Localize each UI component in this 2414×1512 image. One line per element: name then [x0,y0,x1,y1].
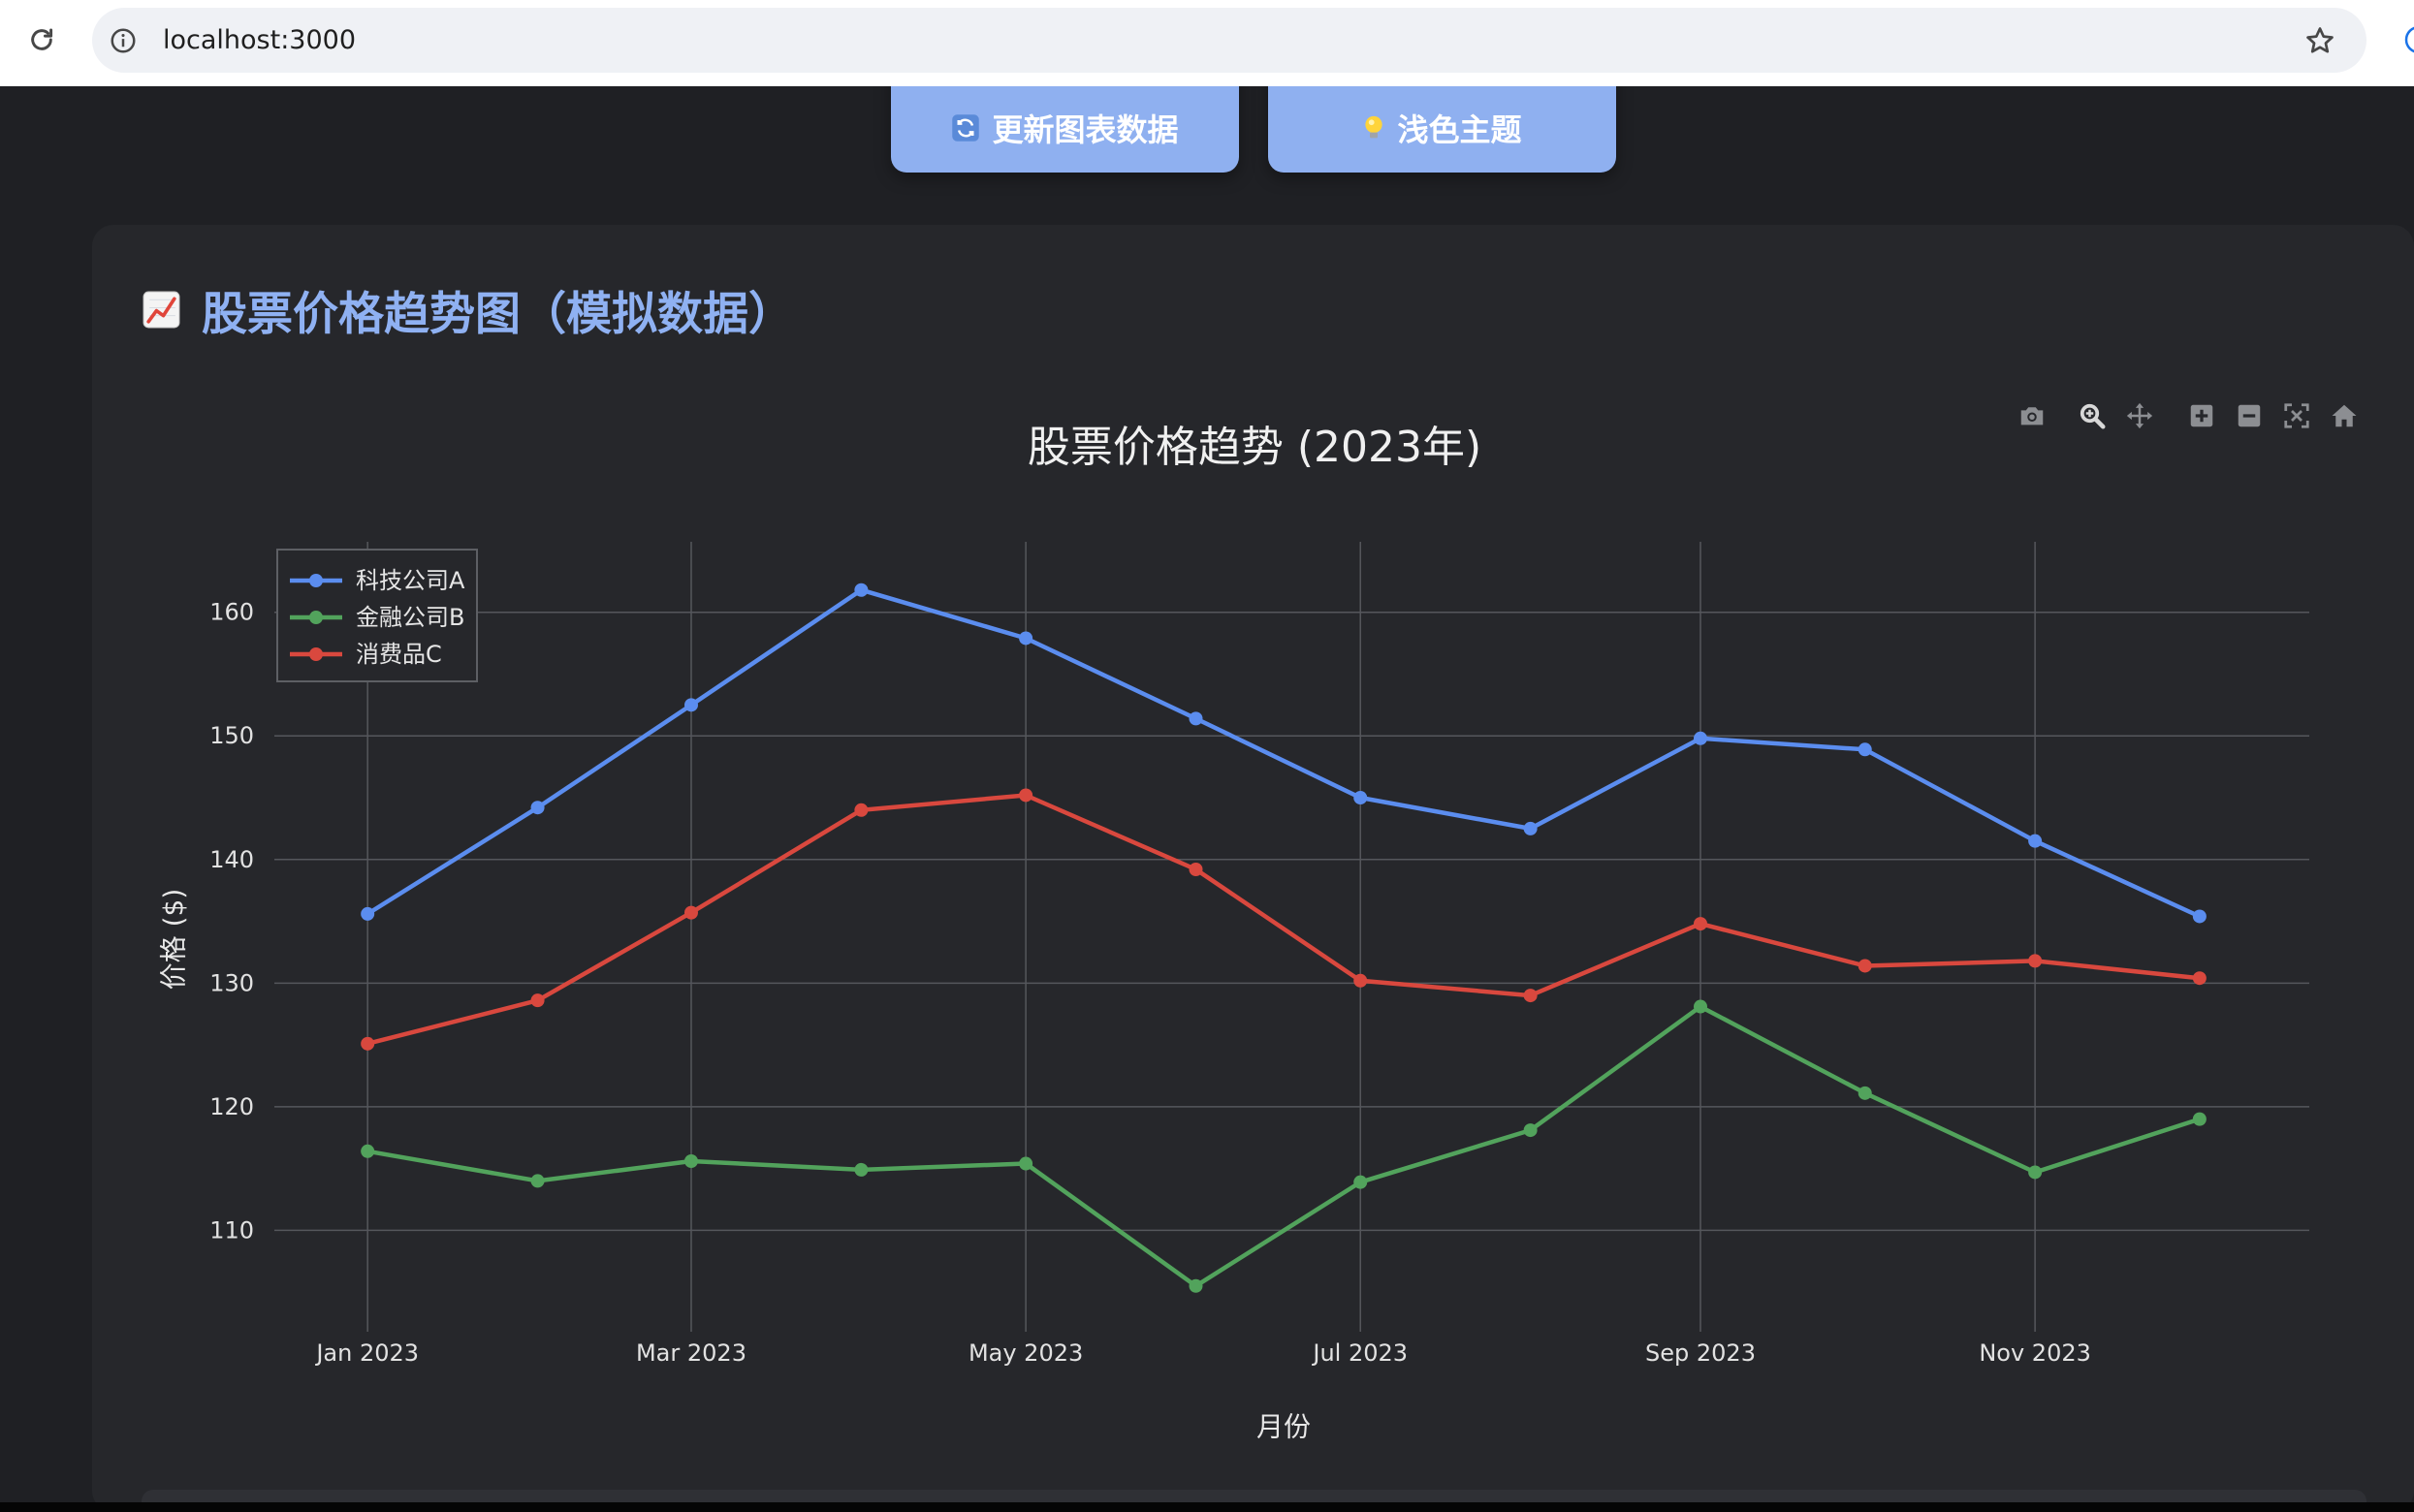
data-point[interactable] [1693,999,1707,1014]
y-axis-title: 价格 ($) [158,889,190,991]
data-point[interactable] [683,1153,698,1168]
data-point[interactable] [1858,742,1872,757]
data-point[interactable] [1858,959,1872,973]
card-title: 股票价格趋势图（模拟数据） [142,283,794,341]
data-point[interactable] [1189,1278,1203,1293]
data-point[interactable] [530,1174,545,1188]
legend: 科技公司A 金融公司B 消费品C [276,549,478,682]
data-point[interactable] [854,803,869,817]
star-icon[interactable] [2303,24,2336,57]
data-point[interactable] [1693,731,1707,745]
x-tick-label: May 2023 [969,1339,1083,1367]
x-tick-label: Nov 2023 [1979,1339,2091,1367]
x-tick-label: Jul 2023 [1311,1339,1408,1367]
data-point[interactable] [683,698,698,712]
card-title-text: 股票价格趋势图（模拟数据） [202,287,794,341]
refresh-icon [952,114,980,142]
gridlines [274,542,2309,1332]
series-1 [361,583,2207,924]
zoom-in-icon[interactable] [2187,401,2216,430]
data-point[interactable] [2192,909,2207,924]
data-point[interactable] [1523,821,1538,835]
data-point[interactable] [2192,1112,2207,1126]
legend-label: 金融公司B [356,604,464,631]
browser-toolbar: localhost:3000 [0,0,2414,86]
window-bottom-edge [0,1502,2414,1512]
legend-swatch-marker [309,611,323,624]
theme-button-label: 浅色主题 [1397,111,1522,148]
next-panel-edge [142,1490,2366,1502]
url-text[interactable]: localhost:3000 [163,25,357,55]
info-icon-graphic [111,28,136,53]
pan-icon[interactable] [2125,401,2154,430]
y-tick-label: 130 [209,969,254,996]
zoom-out-icon[interactable] [2235,401,2264,430]
info-icon[interactable] [109,26,138,55]
x-tick-label: Mar 2023 [636,1339,746,1367]
legend-item[interactable]: 科技公司A [290,567,465,594]
chart-title: 股票价格趋势 (2023年) [1027,423,1482,472]
legend-item[interactable]: 金融公司B [290,604,464,631]
y-tick-label: 110 [209,1216,254,1244]
zoom-icon[interactable] [2078,401,2107,430]
legend-item[interactable]: 消费品C [290,641,442,668]
y-tick-label: 140 [209,846,254,873]
data-point[interactable] [530,801,545,815]
legend-swatch-marker [309,574,323,587]
series-line [366,1004,2201,1289]
data-point[interactable] [2028,1165,2043,1180]
chart-modebar [2017,401,2359,430]
x-tick-label: Jan 2023 [314,1339,419,1367]
address-bar[interactable]: localhost:3000 [92,8,2366,73]
data-point[interactable] [361,1144,375,1158]
data-point[interactable] [1353,973,1368,988]
data-point[interactable] [854,1162,869,1177]
data-point[interactable] [2192,971,2207,986]
series-3 [361,788,2207,1051]
chart-increasing-icon [143,291,180,328]
data-point[interactable] [1523,1123,1538,1138]
camera-icon[interactable] [2017,401,2047,430]
data-point[interactable] [1189,711,1203,726]
profile-icon[interactable] [2402,24,2414,55]
data-point[interactable] [1189,862,1203,876]
data-point[interactable] [1693,917,1707,931]
data-point[interactable] [2028,834,2043,848]
data-point[interactable] [1353,791,1368,805]
y-tick-label: 120 [209,1093,254,1120]
data-point[interactable] [1523,989,1538,1003]
chart-card [92,225,2414,1512]
data-point[interactable] [2028,954,2043,968]
refresh-button-label: 更新图表数据 [992,111,1179,148]
x-tick-label: Sep 2023 [1645,1339,1756,1367]
y-tick-label: 160 [209,599,254,626]
legend-swatch-marker [309,647,323,661]
home-icon[interactable] [2330,401,2359,430]
data-point[interactable] [1019,788,1033,803]
reload-icon-graphic [31,28,53,50]
reload-icon[interactable] [26,24,57,55]
data-point[interactable] [361,906,375,921]
data-point[interactable] [361,1036,375,1051]
data-point[interactable] [1019,631,1033,646]
legend-label: 科技公司A [356,567,465,594]
x-axis-title: 月份 [1256,1411,1311,1443]
star-icon-graphic [2306,27,2334,53]
data-point[interactable] [1353,1175,1368,1189]
data-point[interactable] [1019,1156,1033,1171]
legend-label: 消费品C [356,641,442,668]
data-point[interactable] [1858,1086,1872,1100]
series-line [366,793,2201,1046]
data-point[interactable] [530,993,545,1008]
y-tick-label: 150 [209,722,254,749]
data-point[interactable] [854,583,869,597]
lightbulb-icon [1365,115,1383,139]
series-2 [361,999,2207,1293]
series-line [366,587,2201,919]
autoscale-icon[interactable] [2282,401,2311,430]
data-point[interactable] [683,905,698,920]
tick-labels: 110 120 130 140 150 160 Jan 2023 Mar 2023 May 20… [209,599,2091,1367]
line-chart: 110 120 130 140 150 160 Jan 2023 Mar 2023 May 20… [158,542,2309,1443]
